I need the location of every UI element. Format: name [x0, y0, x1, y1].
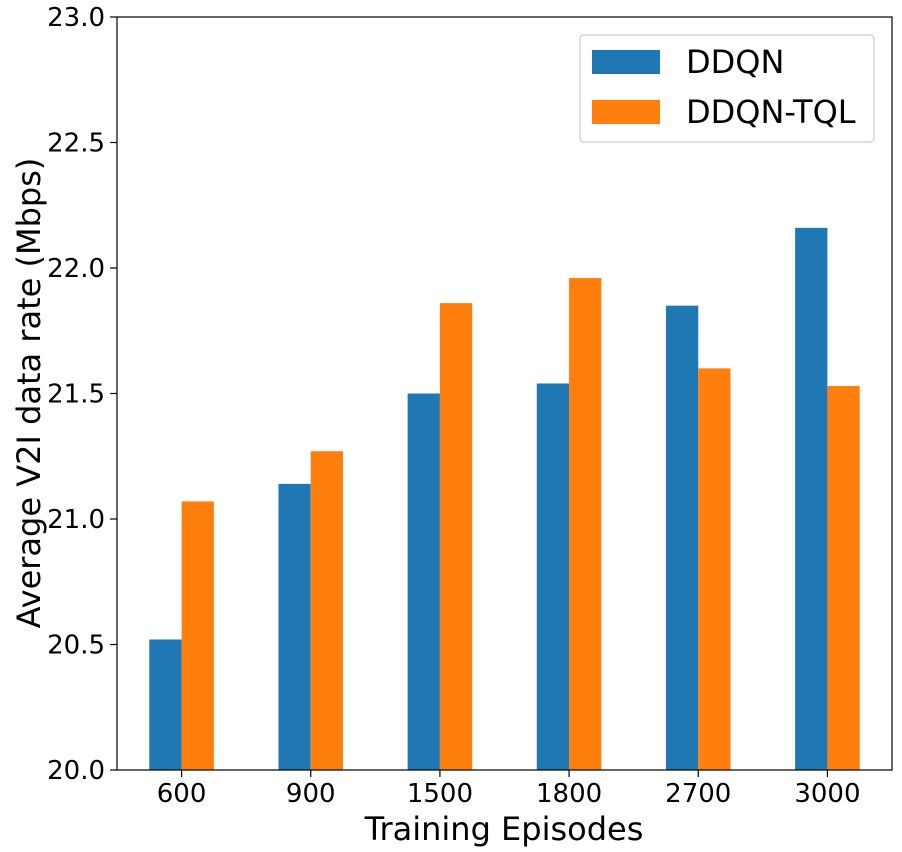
bar-ddqn-tql-2700 [698, 368, 731, 770]
y-tick-label: 22.5 [47, 129, 105, 159]
legend: DDQN DDQN-TQL [579, 34, 875, 143]
legend-swatch-ddqn-tql [592, 100, 660, 124]
bar-ddqn-900 [278, 483, 311, 770]
x-tick-label: 3000 [794, 779, 860, 809]
legend-label-ddqn-tql: DDQN-TQL [686, 93, 856, 131]
bar-ddqn-2700 [665, 305, 699, 770]
bar-ddqn-600 [149, 639, 182, 770]
x-axis-title: Training Episodes [364, 810, 644, 848]
bar-ddqn-3000 [795, 227, 828, 771]
x-tick-label: 2700 [665, 779, 731, 809]
legend-label-ddqn: DDQN [686, 43, 784, 81]
bars-layer [149, 227, 860, 771]
y-axis-title: Average V2I data rate (Mbps) [10, 158, 48, 629]
bar-ddqn-tql-1800 [569, 278, 602, 770]
x-tick-label: 900 [286, 779, 336, 809]
bar-ddqn-tql-3000 [827, 385, 860, 770]
y-tick-label: 21.5 [47, 380, 105, 410]
bar-ddqn-tql-1500 [439, 303, 473, 770]
x-tick-label: 1800 [536, 779, 602, 809]
y-tick-label: 20.0 [47, 756, 105, 786]
y-tick-label: 23.0 [47, 3, 105, 33]
x-tick-label: 1500 [407, 779, 473, 809]
x-tick-label: 600 [157, 779, 207, 809]
bar-ddqn-tql-900 [310, 451, 344, 770]
bar-ddqn-tql-600 [181, 501, 214, 770]
y-tick-label: 20.5 [47, 631, 105, 661]
x-axis: 600 900 1500 1800 2700 3000 [157, 770, 861, 809]
bar-ddqn-1500 [407, 393, 440, 770]
y-axis: 20.0 20.5 21.0 21.5 22.0 22.5 23.0 [47, 3, 117, 786]
bar-ddqn-1800 [536, 383, 570, 770]
y-tick-label: 22.0 [47, 254, 105, 284]
y-tick-label: 21.0 [47, 505, 105, 535]
legend-swatch-ddqn [592, 50, 660, 74]
